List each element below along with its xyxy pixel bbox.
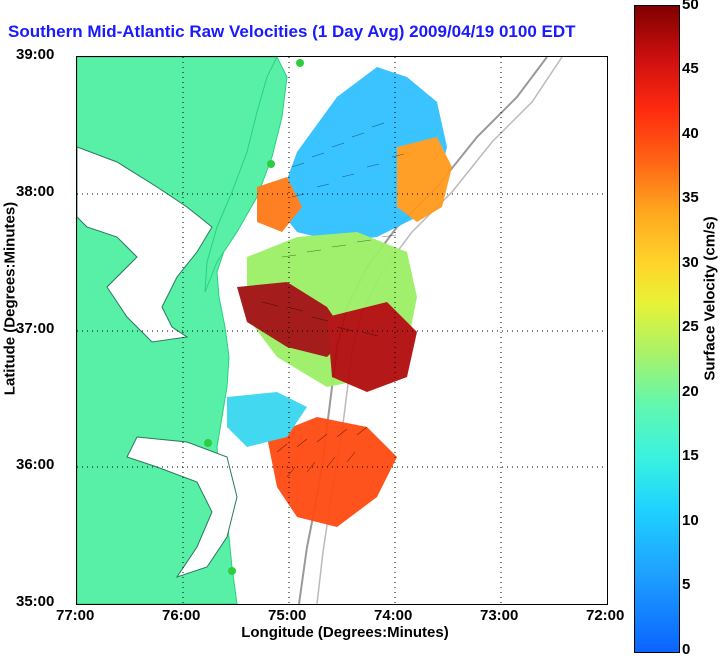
- colorbar-tick: 15: [682, 447, 699, 464]
- y-tick: 37:00: [16, 320, 55, 337]
- x-tick: 77:00: [56, 607, 95, 624]
- colorbar-tick: 5: [682, 576, 691, 593]
- velocity-patch-east: [397, 137, 452, 222]
- velocity-patch-high-2: [327, 302, 417, 392]
- colorbar-tick: 30: [682, 254, 699, 271]
- colorbar: [634, 5, 680, 653]
- map-plot-area: [76, 56, 608, 605]
- map-grid: [77, 57, 607, 604]
- chesapeake-bay: [77, 146, 213, 343]
- radar-site-marker: [204, 439, 212, 447]
- x-tick: 76:00: [162, 607, 201, 624]
- y-tick: 35:00: [16, 593, 55, 610]
- x-tick: 72:00: [586, 607, 625, 624]
- map-title: Southern Mid-Atlantic Raw Velocities (1 …: [8, 22, 576, 41]
- colorbar-tick: 10: [682, 512, 699, 529]
- colorbar-tick: 50: [682, 0, 699, 13]
- colorbar-tick: 35: [682, 189, 699, 206]
- colorbar-tick: 20: [682, 383, 699, 400]
- colorbar-tick: 25: [682, 318, 699, 335]
- velocity-patch-west-orange: [257, 177, 302, 232]
- velocity-patch-high-1: [237, 282, 347, 357]
- velocity-patch-south-cyan: [227, 392, 307, 447]
- velocity-vectors: [261, 122, 405, 478]
- x-tick: 75:00: [268, 607, 307, 624]
- colorbar-tick: 0: [682, 641, 691, 658]
- y-axis-label: Latitude (Degrees:Minutes): [1, 201, 19, 396]
- radar-site-marker: [267, 160, 275, 168]
- colorbar-tick: 45: [682, 60, 699, 77]
- radar-site-marker: [228, 567, 236, 575]
- x-axis-label: Longitude (Degrees:Minutes): [241, 624, 449, 641]
- y-tick: 36:00: [16, 456, 55, 473]
- map-svg: [77, 57, 607, 604]
- y-tick: 38:00: [16, 183, 55, 200]
- delmarva-peninsula: [204, 57, 288, 293]
- velocity-field: [227, 67, 452, 527]
- velocity-patch-south: [267, 417, 397, 527]
- colorbar-tick: 40: [682, 125, 699, 142]
- x-tick: 73:00: [480, 607, 519, 624]
- y-tick: 39:00: [16, 46, 55, 63]
- x-tick: 74:00: [374, 607, 413, 624]
- colorbar-label: Surface Velocity (cm/s): [701, 216, 719, 381]
- radar-site-marker: [296, 59, 304, 67]
